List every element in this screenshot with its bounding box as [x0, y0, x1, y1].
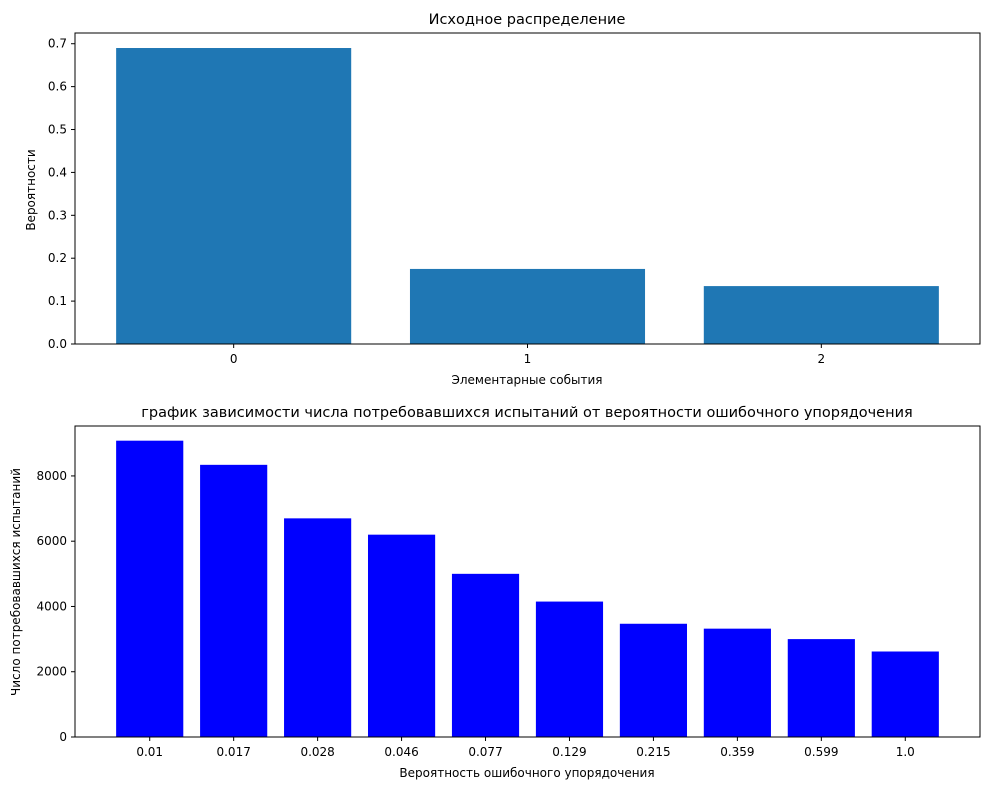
bar-1.0: [871, 651, 939, 737]
x-tick-label: 0.129: [552, 745, 586, 759]
bar-0.129: [535, 601, 604, 737]
y-tick-label: 8000: [36, 469, 67, 483]
bar-0.028: [284, 518, 352, 737]
plot-frame: [74, 425, 981, 738]
y-tick-label: 6000: [36, 534, 67, 548]
x-tick-label: 2: [818, 352, 826, 366]
y-axis: 0.0 0.1 0.2 0.3 0.4 0.5 0.6 0.7: [48, 37, 75, 351]
x-tick-label: 0.046: [384, 745, 418, 759]
x-tick-label: 0.215: [636, 745, 670, 759]
bar-0.017: [200, 464, 268, 737]
y-tick-label: 4000: [36, 599, 67, 613]
y-tick-label: 0.1: [48, 294, 67, 308]
bar-1: [409, 268, 646, 344]
y-tick-label: 0.6: [48, 80, 67, 94]
x-tick-label: 1: [524, 352, 532, 366]
bar-0.215: [619, 623, 688, 737]
x-tick-label: 0.028: [300, 745, 334, 759]
x-tick-label: 0.359: [720, 745, 754, 759]
y-axis-label: Вероятности: [24, 149, 38, 230]
bars: [116, 440, 939, 737]
x-axis: 0.01 0.017 0.028 0.046 0.077 0.129 0.215 0.359 0…: [136, 737, 915, 759]
y-axis-label: Число потребовавшихся испытаний: [9, 468, 23, 696]
bars: [116, 48, 939, 344]
y-tick-label: 0.5: [48, 123, 67, 137]
bar-0.01: [116, 440, 184, 737]
x-tick-label: 0: [230, 352, 238, 366]
y-axis: 0 2000 4000 6000 8000: [36, 469, 75, 744]
bar-0.077: [451, 573, 520, 737]
bar-0.599: [787, 639, 855, 737]
y-tick-label: 0.3: [48, 208, 67, 222]
bar-0.046: [367, 534, 436, 737]
bar-2: [703, 286, 939, 344]
y-tick-label: 0.0: [48, 337, 67, 351]
chart-distribution: Исходное распределение 0.00.10.20.30.40.…: [24, 12, 981, 387]
y-tick-label: 0.4: [48, 165, 67, 179]
bar-0.359: [703, 628, 771, 737]
x-tick-label: 0.077: [468, 745, 502, 759]
x-tick-label: 0.01: [136, 745, 163, 759]
chart-trials: график зависимости числа потребовавшихся…: [9, 405, 981, 780]
bar-0: [116, 48, 352, 344]
x-tick-label: 1.0: [896, 745, 915, 759]
x-tick-label: 0.599: [804, 745, 838, 759]
x-axis-label: Элементарные события: [451, 373, 602, 387]
x-tick-label: 0.017: [216, 745, 250, 759]
x-axis-label: Вероятность ошибочного упорядочения: [399, 766, 654, 780]
y-tick-label: 2000: [36, 665, 67, 679]
chart-title: график зависимости числа потребовавшихся…: [141, 405, 912, 421]
y-tick-label: 0: [59, 730, 67, 744]
x-axis: 0 1 2: [230, 344, 825, 366]
y-tick-label: 0.2: [48, 251, 67, 265]
y-tick-label: 0.7: [48, 37, 67, 51]
chart-title: Исходное распределение: [429, 12, 626, 28]
